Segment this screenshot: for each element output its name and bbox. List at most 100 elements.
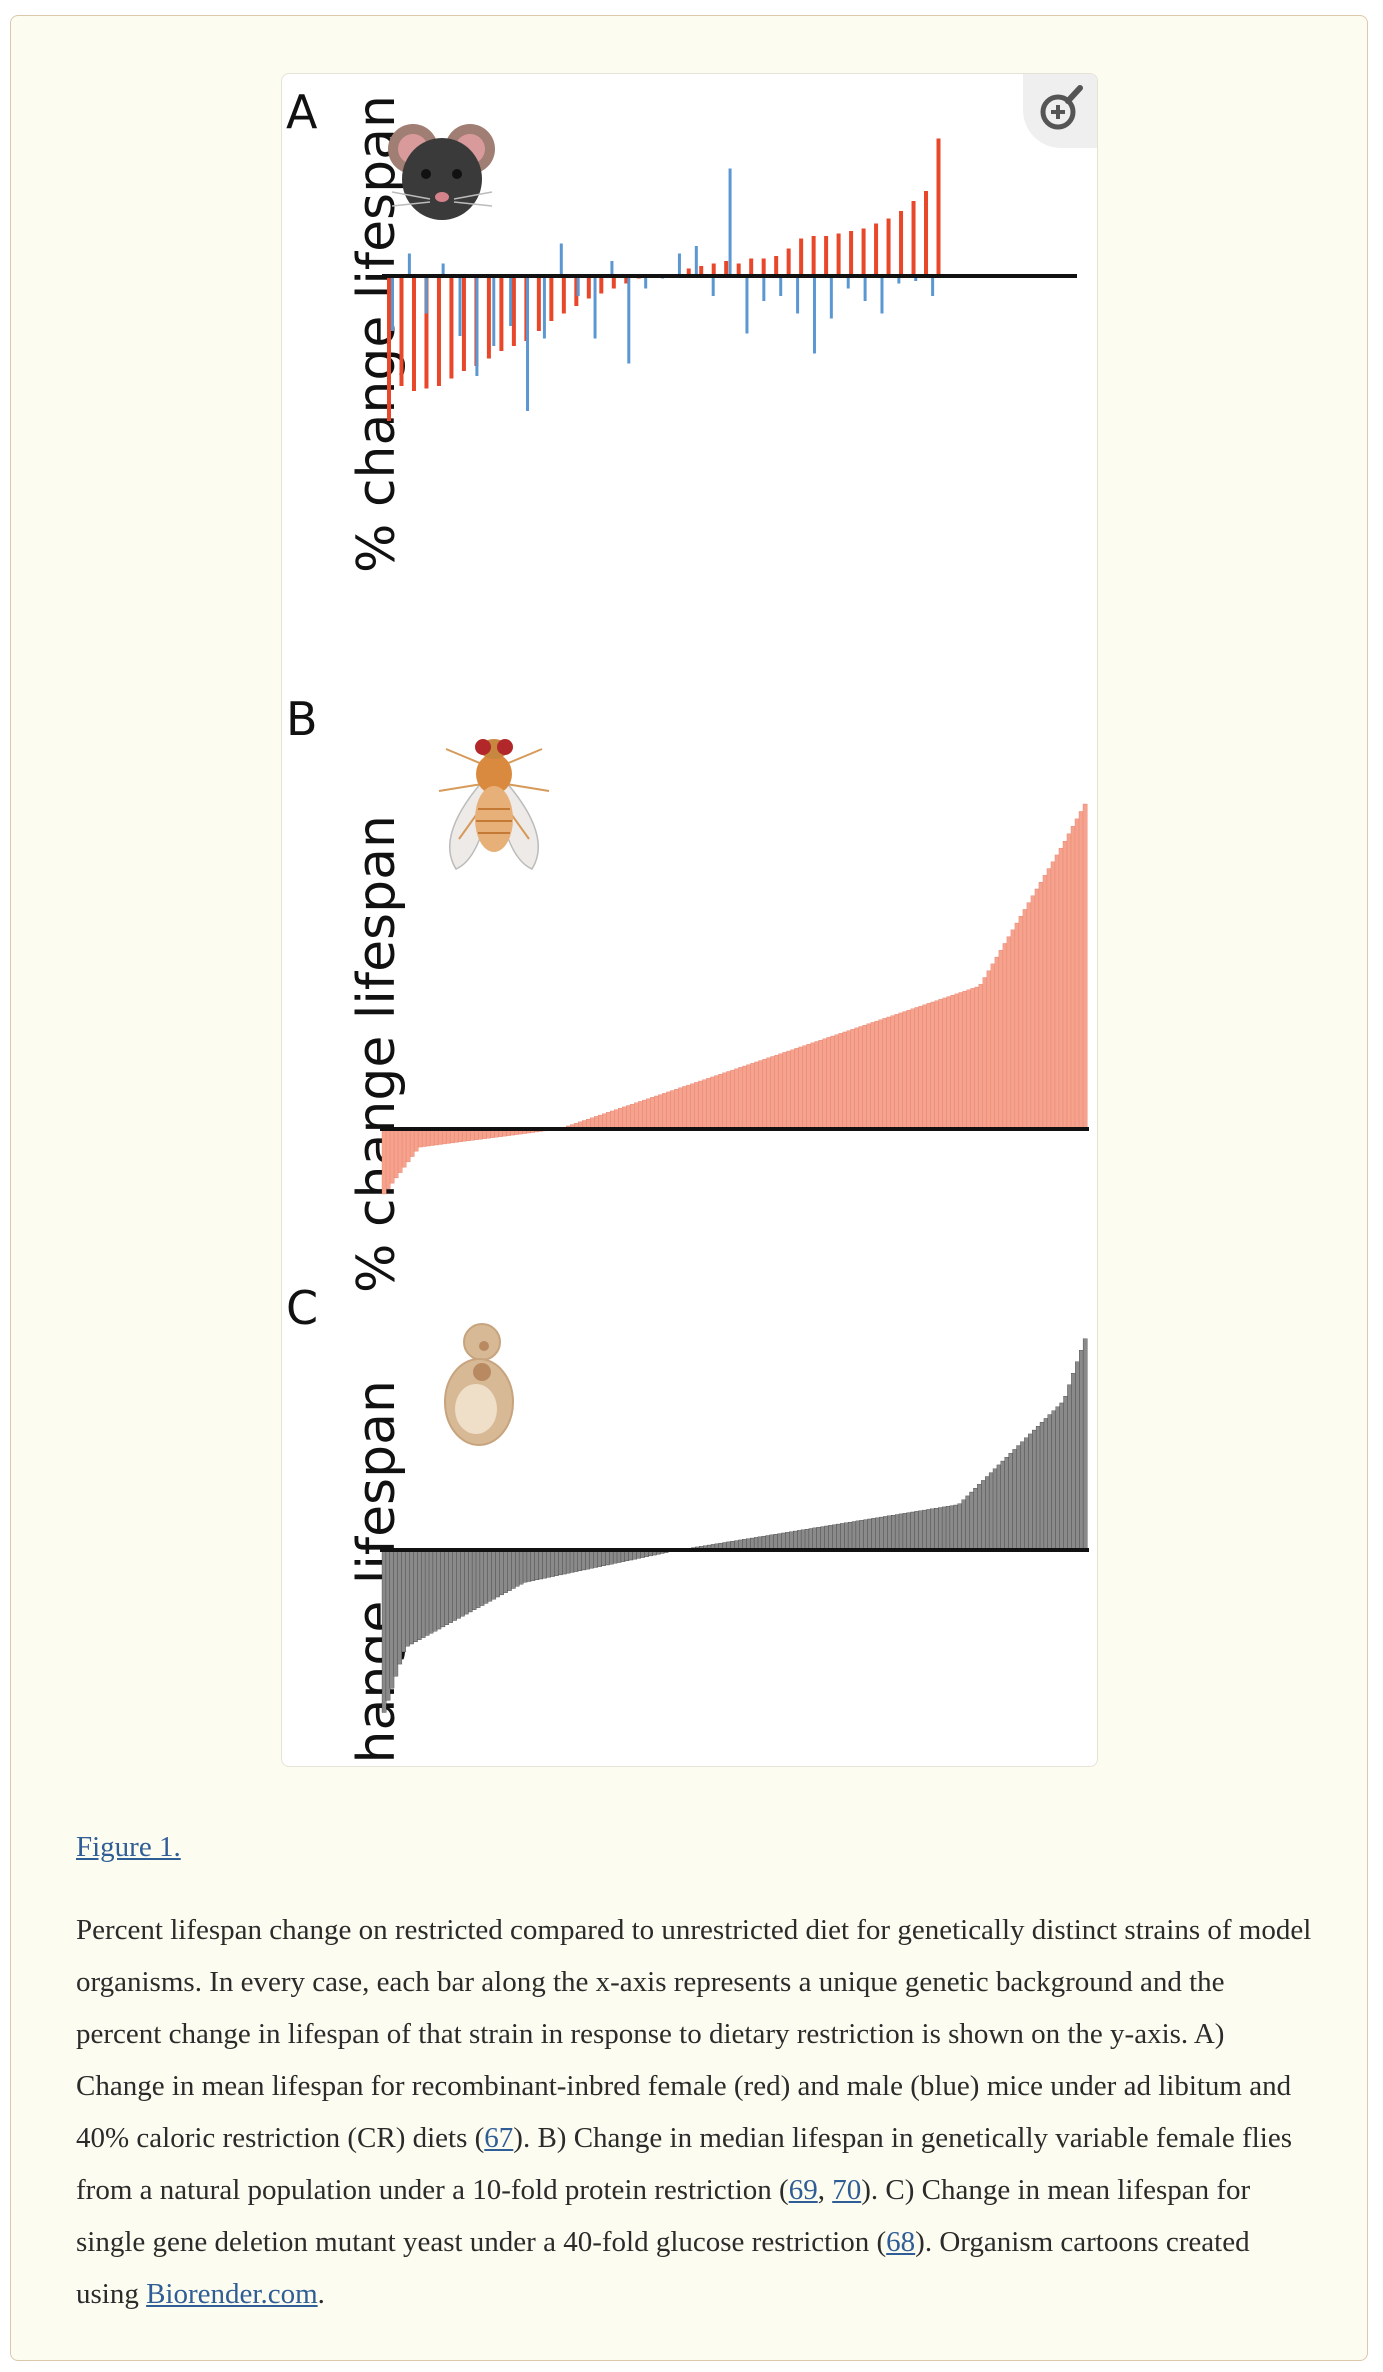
bar-female	[786, 248, 791, 276]
figure-label-link[interactable]: Figure 1.	[76, 1831, 181, 1863]
bar	[910, 1511, 916, 1551]
bar-male	[441, 263, 445, 276]
ref-link-70[interactable]: 70	[832, 2174, 862, 2206]
bar	[820, 1526, 826, 1551]
bar	[1032, 1429, 1037, 1551]
bar	[460, 1549, 465, 1617]
bar	[503, 1549, 508, 1593]
bar-female	[911, 201, 916, 276]
bar	[682, 1086, 687, 1130]
bar	[1039, 1422, 1045, 1551]
bar	[781, 1532, 786, 1551]
bar-male	[576, 276, 580, 296]
bar	[858, 1026, 864, 1130]
bar	[800, 1529, 806, 1551]
caption-text: ). C) Change in mean lifespan for single…	[76, 2174, 1251, 2258]
bar	[437, 1128, 443, 1145]
bar	[793, 1530, 798, 1551]
bar	[686, 1084, 691, 1130]
bar	[790, 1049, 796, 1130]
bar	[401, 1128, 407, 1168]
bar	[487, 1549, 493, 1602]
bar	[1075, 1361, 1080, 1551]
bar	[1063, 1396, 1068, 1551]
bar	[883, 1516, 888, 1551]
bar	[417, 1549, 422, 1640]
chart-c-bars	[380, 1338, 1089, 1713]
bar	[1067, 1384, 1072, 1551]
bar-female	[824, 236, 829, 276]
bar	[678, 1087, 683, 1130]
bar	[750, 1063, 755, 1130]
ref-link-67[interactable]: 67	[484, 2122, 514, 2154]
bar	[1079, 1350, 1084, 1551]
bar-male	[627, 276, 631, 364]
bar-male	[610, 261, 614, 276]
bar	[1002, 943, 1008, 1130]
zoom-button[interactable]	[1023, 74, 1097, 148]
bar-female	[461, 276, 466, 371]
bar-female	[836, 233, 841, 276]
bar	[957, 1503, 963, 1551]
bar	[930, 1001, 936, 1130]
bar	[464, 1549, 469, 1615]
yeast-icon	[444, 1323, 514, 1446]
bar-female	[574, 276, 579, 306]
bar	[922, 1004, 928, 1130]
bar	[441, 1128, 447, 1145]
bar-male	[846, 276, 850, 289]
bar	[1026, 902, 1032, 1130]
bar-male	[931, 276, 935, 296]
bar	[887, 1515, 892, 1551]
bar	[515, 1549, 520, 1587]
bar	[714, 1075, 719, 1130]
bar	[658, 1094, 663, 1130]
bar-male	[762, 276, 766, 301]
bar	[1028, 1433, 1033, 1551]
bar	[954, 993, 960, 1130]
bar-female	[886, 218, 891, 276]
bar-female	[549, 276, 554, 321]
bar	[436, 1549, 442, 1630]
bar	[950, 995, 956, 1130]
bar	[483, 1549, 489, 1604]
bar	[634, 1102, 639, 1130]
bar	[491, 1549, 497, 1600]
bar	[1082, 803, 1088, 1130]
bar	[642, 1099, 647, 1130]
bar	[906, 1010, 912, 1130]
bar-male	[677, 253, 681, 276]
biorender-link[interactable]: Biorender.com	[146, 2278, 318, 2310]
bar	[1004, 1457, 1010, 1551]
bar	[694, 1082, 699, 1130]
bar	[850, 1029, 856, 1130]
bar	[847, 1522, 853, 1551]
bar-male	[559, 243, 563, 276]
bar	[475, 1549, 481, 1608]
bar	[428, 1549, 434, 1634]
bar	[782, 1052, 788, 1130]
bar	[798, 1046, 804, 1130]
figure-image[interactable]: A B C % change lifespan % change lifespa…	[281, 73, 1098, 1767]
bar-male	[863, 276, 867, 301]
bar	[746, 1064, 751, 1130]
bar	[650, 1097, 655, 1130]
ref-link-69[interactable]: 69	[788, 2174, 818, 2206]
bar	[902, 1513, 908, 1551]
bar	[499, 1549, 504, 1596]
bar	[961, 1499, 967, 1551]
bar-female	[449, 276, 454, 379]
bar	[998, 950, 1004, 1130]
bar	[766, 1057, 772, 1130]
bar	[778, 1053, 784, 1130]
bar	[812, 1527, 818, 1551]
bar	[802, 1045, 808, 1130]
bar	[433, 1128, 439, 1146]
bar	[1035, 1426, 1041, 1551]
bar	[577, 1549, 583, 1571]
bar-female	[399, 276, 404, 386]
bar	[448, 1549, 453, 1623]
bar	[409, 1128, 415, 1157]
ref-link-68[interactable]: 68	[886, 2226, 916, 2258]
bar-male	[475, 276, 479, 376]
